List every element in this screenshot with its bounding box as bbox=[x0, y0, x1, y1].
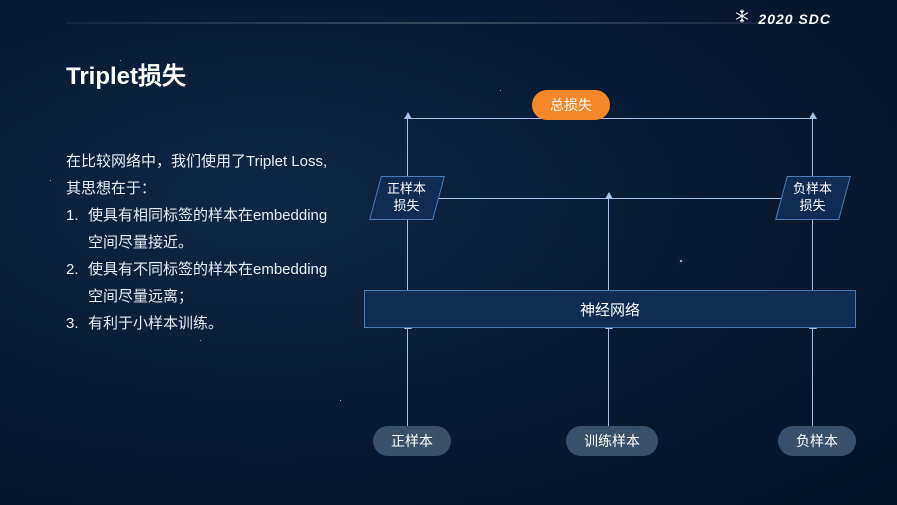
edge bbox=[608, 198, 609, 290]
edge bbox=[608, 328, 609, 426]
node-train-sample: 训练样本 bbox=[566, 426, 658, 456]
node-label: 负样本损失 bbox=[793, 181, 832, 215]
node-neg-loss: 负样本损失 bbox=[775, 176, 851, 220]
snowflake-icon bbox=[734, 8, 750, 29]
point-text: 使具有不同标签的样本在embedding空间尽量远离； bbox=[88, 256, 334, 310]
description-block: 在比较网络中，我们使用了Triplet Loss,其思想在于： 1.使具有相同标… bbox=[66, 148, 334, 337]
points-list: 1.使具有相同标签的样本在embedding空间尽量接近。 2.使具有不同标签的… bbox=[66, 202, 334, 337]
node-neural-network: 神经网络 bbox=[364, 290, 856, 328]
logo-text: 2020 SDC bbox=[758, 11, 831, 27]
edge bbox=[407, 118, 408, 176]
edge bbox=[407, 220, 408, 290]
header-logo: 2020 SDC bbox=[734, 8, 831, 29]
list-item: 3.有利于小样本训练。 bbox=[66, 310, 334, 337]
node-label: 负样本 bbox=[796, 433, 838, 449]
node-total-loss: 总损失 bbox=[532, 90, 610, 120]
list-item: 1.使具有相同标签的样本在embedding空间尽量接近。 bbox=[66, 202, 334, 256]
edge bbox=[812, 328, 813, 426]
point-text: 有利于小样本训练。 bbox=[88, 310, 223, 337]
node-pos-loss: 正样本损失 bbox=[369, 176, 445, 220]
triplet-loss-diagram: 总损失 正样本损失 负样本损失 神经网络 正样本 训练样本 负样本 bbox=[360, 86, 860, 466]
edge bbox=[812, 118, 813, 176]
edge bbox=[812, 220, 813, 290]
node-label: 训练样本 bbox=[584, 433, 640, 449]
node-label: 正样本损失 bbox=[387, 181, 426, 215]
node-label: 总损失 bbox=[550, 97, 592, 113]
edge bbox=[407, 328, 408, 426]
node-pos-sample: 正样本 bbox=[373, 426, 451, 456]
node-neg-sample: 负样本 bbox=[778, 426, 856, 456]
point-text: 使具有相同标签的样本在embedding空间尽量接近。 bbox=[88, 202, 334, 256]
list-item: 2.使具有不同标签的样本在embedding空间尽量远离； bbox=[66, 256, 334, 310]
header-divider bbox=[66, 22, 831, 24]
node-label: 正样本 bbox=[391, 433, 433, 449]
edge bbox=[407, 118, 813, 119]
page-title: Triplet损失 bbox=[66, 56, 186, 91]
arrow-icon bbox=[605, 192, 613, 199]
node-label: 神经网络 bbox=[580, 299, 640, 320]
intro-text: 在比较网络中，我们使用了Triplet Loss,其思想在于： bbox=[66, 148, 334, 202]
